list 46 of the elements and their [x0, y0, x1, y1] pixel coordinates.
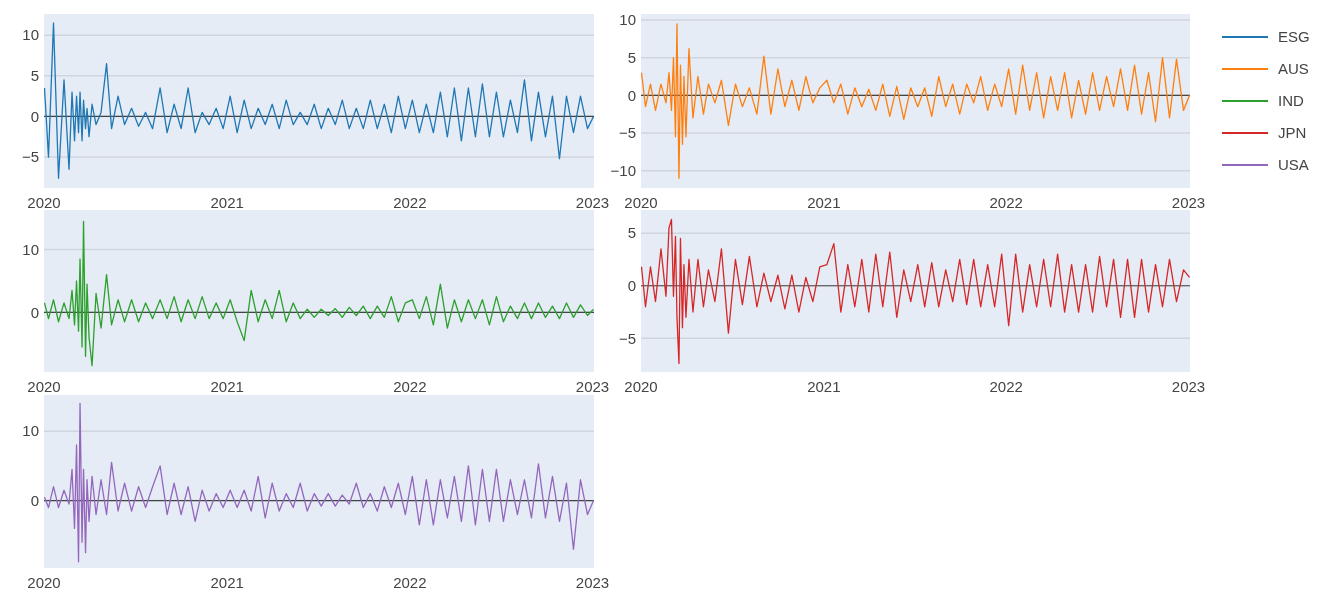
x-tick-label: 2020 [27, 574, 61, 591]
legend-label: ESG [1278, 28, 1310, 46]
y-tick-label: −10 [610, 161, 636, 179]
x-tick-label: 2022 [989, 378, 1023, 395]
y-tick-label: 10 [22, 240, 39, 258]
y-tick-label: 0 [30, 491, 39, 509]
x-tick-label: 2022 [989, 194, 1023, 211]
x-tick-label: 2021 [807, 378, 841, 395]
y-tick-label: 0 [627, 276, 636, 294]
legend-label: IND [1278, 92, 1304, 110]
legend-label: JPN [1278, 124, 1307, 142]
x-tick-label: 2023 [575, 574, 610, 591]
x-tick-label: 2022 [393, 574, 427, 591]
line-series [44, 402, 594, 563]
y-tick-label: −5 [618, 329, 636, 347]
x-tick-label: 2022 [393, 378, 427, 395]
x-tick-label: 2020 [624, 194, 658, 211]
x-tick-label: 2023 [575, 378, 610, 395]
line-series [641, 23, 1190, 179]
legend-label: AUS [1278, 60, 1309, 78]
x-tick-label: 2020 [27, 378, 61, 395]
line-series [641, 218, 1190, 365]
y-tick-label: 5 [30, 67, 39, 85]
x-tick-label: 2020 [27, 194, 61, 211]
x-tick-label: 2023 [1171, 378, 1206, 395]
y-tick-label: 10 [22, 422, 39, 440]
y-tick-label: 10 [22, 26, 39, 44]
x-tick-label: 2021 [807, 194, 841, 211]
y-tick-label: 0 [627, 86, 636, 104]
y-tick-label: 0 [30, 303, 39, 321]
y-tick-label: −5 [21, 148, 39, 166]
x-tick-label: 2022 [393, 194, 427, 211]
x-tick-label: 2023 [1171, 194, 1206, 211]
x-tick-label: 2023 [575, 194, 610, 211]
y-tick-label: 0 [30, 107, 39, 125]
x-tick-label: 2020 [624, 378, 658, 395]
y-tick-label: 5 [627, 48, 636, 66]
line-series [44, 220, 594, 367]
y-tick-label: 10 [619, 11, 636, 29]
x-tick-label: 2021 [210, 378, 244, 395]
legend-label: USA [1278, 156, 1309, 174]
y-tick-label: −5 [618, 124, 636, 142]
x-tick-label: 2021 [210, 574, 244, 591]
y-tick-label: 5 [627, 224, 636, 242]
x-tick-label: 2021 [210, 194, 244, 211]
line-series [44, 22, 594, 179]
